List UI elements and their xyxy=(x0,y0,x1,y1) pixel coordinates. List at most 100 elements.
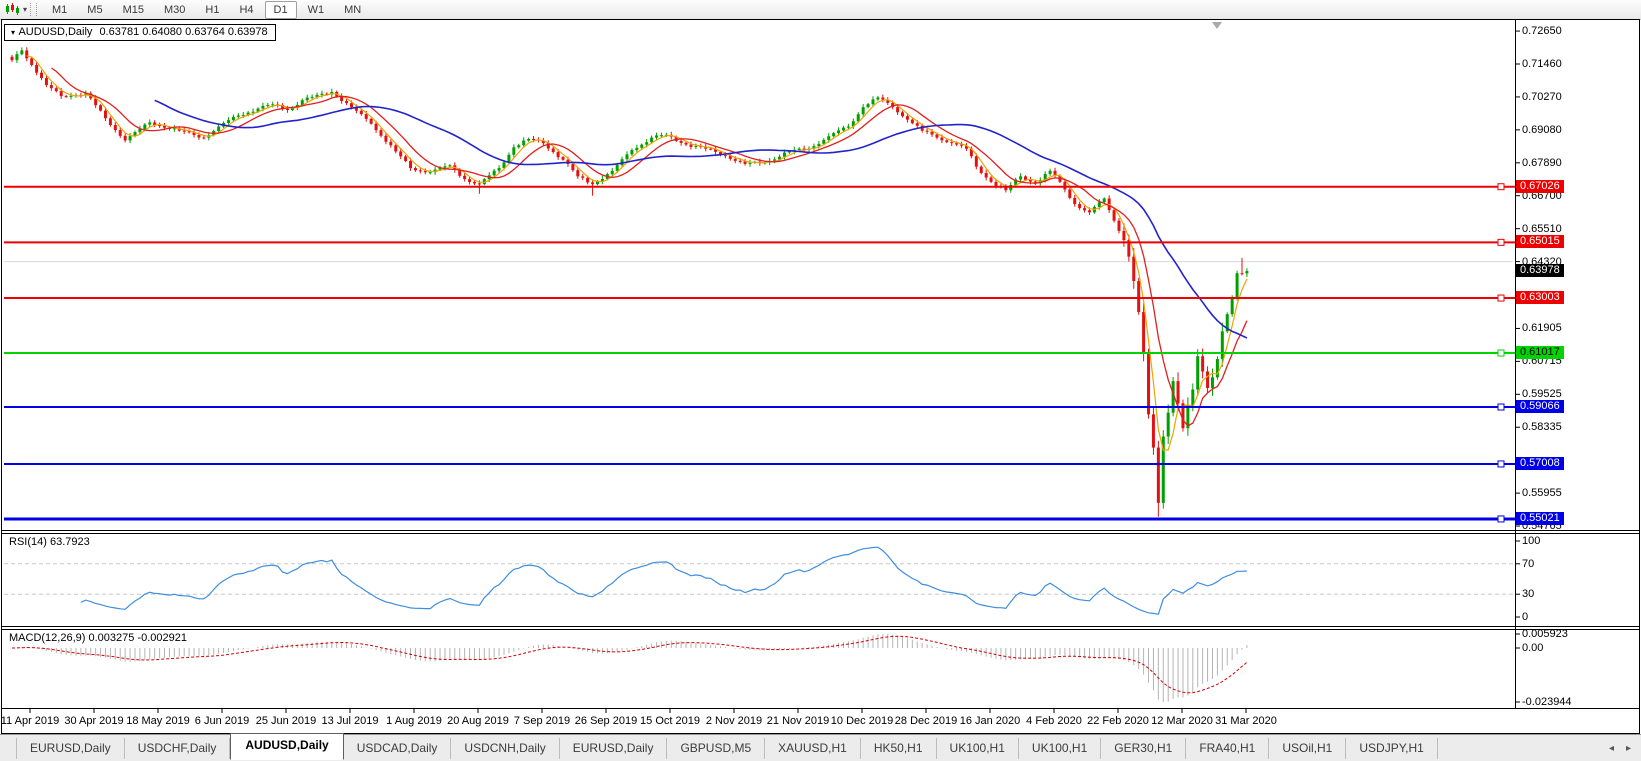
rsi-axis-label: 0 xyxy=(1522,611,1529,623)
rsi-axis-label: 70 xyxy=(1522,557,1535,570)
date-tick-label: 13 Jul 2019 xyxy=(321,715,379,727)
date-tick-label: 10 Dec 2019 xyxy=(830,715,894,727)
collapse-triangle-icon[interactable]: ▾ xyxy=(11,28,16,37)
date-tick-label: 22 Feb 2020 xyxy=(1087,715,1149,727)
ma-9-line xyxy=(51,67,1248,427)
moving-average-lines xyxy=(26,55,1248,451)
tab-scroll-left-icon[interactable]: ◂ xyxy=(1608,742,1614,754)
chart-tab-uk100-h1[interactable]: UK100,H1 xyxy=(937,737,1019,759)
candlestick-chart-icon xyxy=(6,3,19,15)
hline-price-label: 0.65015 xyxy=(1516,235,1564,249)
macd-axis-label: -0.023944 xyxy=(1522,696,1572,708)
chart-tab-gbpusd-m5[interactable]: GBPUSD,M5 xyxy=(667,737,766,759)
date-tick-label: 26 Sep 2019 xyxy=(574,715,638,727)
macd-indicator xyxy=(11,634,1248,702)
chart-ohlc-values: 0.63781 0.64080 0.63764 0.63978 xyxy=(99,26,268,38)
macd-histogram xyxy=(16,634,1248,702)
chart-tab-bar: EURUSD,Daily USDCHF,Daily AUDUSD,Daily USDC… xyxy=(0,733,1641,761)
horizontal-line-objects[interactable] xyxy=(4,183,1515,523)
chart-tab-usdchf-daily[interactable]: USDCHF,Daily xyxy=(125,737,231,759)
chart-tab-usdcnh-daily[interactable]: USDCNH,Daily xyxy=(451,737,560,759)
date-tick-label: 28 Dec 2019 xyxy=(894,715,958,727)
timeframe-button-d1[interactable]: D1 xyxy=(264,0,297,19)
hline-price-label: 0.59066 xyxy=(1516,400,1564,413)
rsi-axis-label: 100 xyxy=(1522,535,1541,547)
hline-handle xyxy=(1497,183,1505,191)
timeframe-button-w1[interactable]: W1 xyxy=(307,3,325,16)
chart-tab-usoil-h1[interactable]: USOil,H1 xyxy=(1269,737,1347,759)
timeframe-buttons: M1 M5 M15 M30 H1 H4 D1 W1 MN xyxy=(42,0,371,19)
chart-type-button[interactable]: ▾ xyxy=(4,3,27,16)
date-tick-label: 30 Apr 2019 xyxy=(64,715,124,727)
date-tick-label: 18 May 2019 xyxy=(126,715,190,727)
date-tick-label: 7 Sep 2019 xyxy=(513,715,571,727)
chart-tab-hk50-h1[interactable]: HK50,H1 xyxy=(861,737,937,759)
chart-shift-marker-icon[interactable] xyxy=(1212,22,1222,29)
rsi-indicator xyxy=(4,546,1515,615)
date-tick-label: 15 Oct 2019 xyxy=(640,715,700,727)
panel-borders xyxy=(1,19,1640,734)
timeframe-button-m15[interactable]: M15 xyxy=(122,3,144,16)
hline-handle xyxy=(1497,515,1505,523)
caret-down-icon[interactable]: ▾ xyxy=(23,5,28,14)
macd-axis-label: 0.005923 xyxy=(1522,628,1568,640)
chart-symbol-label: AUDUSD,Daily xyxy=(18,26,93,38)
hline-price-label: 0.57008 xyxy=(1516,456,1564,470)
hline-handle xyxy=(1497,294,1505,302)
chart-title-box[interactable]: ▾ AUDUSD,Daily 0.63781 0.64080 0.63764 0… xyxy=(4,24,276,41)
price-tick-label: 0.58335 xyxy=(1522,421,1562,434)
toolbar-grip[interactable] xyxy=(30,3,38,16)
timeframe-button-m30[interactable]: M30 xyxy=(163,3,186,16)
hline-handle xyxy=(1497,403,1505,411)
timeframe-button-h4[interactable]: H4 xyxy=(239,3,254,16)
chart-tab-fra40-h1[interactable]: FRA40,H1 xyxy=(1186,737,1270,759)
current-price-label: 0.63978 xyxy=(1516,264,1564,278)
timeframe-button-m1[interactable]: M1 xyxy=(52,3,68,16)
macd-label: MACD(12,26,9) 0.003275 -0.002921 xyxy=(9,632,187,644)
hline-price-label: 0.61017 xyxy=(1516,346,1564,359)
date-tick-label: 11 Apr 2019 xyxy=(0,715,60,727)
chart-tab-audusd-daily[interactable]: AUDUSD,Daily xyxy=(230,733,344,760)
date-tick-label: 6 Jun 2019 xyxy=(194,715,250,727)
date-tick-label: 31 Mar 2020 xyxy=(1215,715,1277,727)
candlesticks xyxy=(10,47,1249,517)
chart-tabs: EURUSD,Daily USDCHF,Daily AUDUSD,Daily USDC… xyxy=(16,733,1438,760)
chart-tab-uk100-h1[interactable]: UK100,H1 xyxy=(1019,737,1102,759)
date-tick-marks xyxy=(29,708,1247,713)
chart-tab-ger30-h1[interactable]: GER30,H1 xyxy=(1101,737,1187,759)
hline-price-label: 0.67026 xyxy=(1516,179,1564,193)
macd-axis-label: 0.00 xyxy=(1522,642,1544,654)
date-tick-label: 2 Nov 2019 xyxy=(705,715,763,727)
timeframe-button-h1[interactable]: H1 xyxy=(205,3,220,16)
rsi-line xyxy=(80,546,1247,615)
hline-price-label: 0.55021 xyxy=(1516,511,1564,525)
chart-tab-xauusd-h1[interactable]: XAUUSD,H1 xyxy=(765,737,861,759)
hline-price-label: 0.63003 xyxy=(1516,291,1564,305)
price-tick-label: 0.67890 xyxy=(1522,156,1562,169)
price-tick-label: 0.69080 xyxy=(1522,123,1562,136)
tab-scroll-buttons: ◂ ▸ xyxy=(1609,743,1631,754)
price-tick-label: 0.59525 xyxy=(1522,388,1562,401)
ma-4-line xyxy=(26,55,1248,451)
chart-tab-eurusd-daily[interactable]: EURUSD,Daily xyxy=(560,737,668,759)
hline-handle xyxy=(1497,460,1505,468)
macd-signal-line xyxy=(11,635,1248,694)
price-tick-label: 0.66700 xyxy=(1522,189,1562,202)
chart-tab-usdjpy-h1[interactable]: USDJPY,H1 xyxy=(1346,737,1438,759)
timeframe-button-m5[interactable]: M5 xyxy=(87,3,103,16)
date-tick-label: 16 Jan 2020 xyxy=(959,715,1021,727)
chart-tab-eurusd-daily[interactable]: EURUSD,Daily xyxy=(16,737,125,759)
tab-scroll-right-icon[interactable]: ▸ xyxy=(1625,742,1631,754)
hline-handle xyxy=(1497,349,1505,357)
timeframe-button-mn[interactable]: MN xyxy=(344,3,362,16)
date-tick-label: 25 Jun 2019 xyxy=(255,715,317,727)
date-tick-label: 20 Aug 2019 xyxy=(447,715,509,727)
axis-tick-marks xyxy=(1515,30,1520,703)
chart-tab-usdcad-daily[interactable]: USDCAD,Daily xyxy=(344,737,452,759)
timeframe-toolbar: ▾ M1 M5 M15 M30 H1 H4 D1 W1 MN xyxy=(0,0,1641,20)
price-tick-label: 0.72650 xyxy=(1522,25,1562,38)
rsi-axis-label: 30 xyxy=(1522,588,1535,601)
price-tick-label: 0.70270 xyxy=(1522,90,1562,103)
